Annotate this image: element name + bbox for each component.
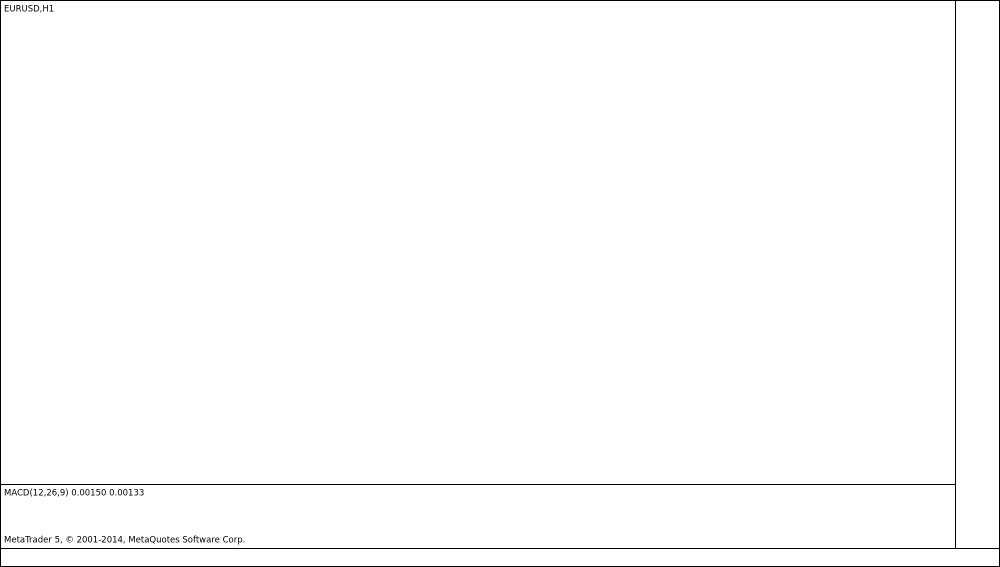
indicator-title: MACD(12,26,9) 0.00150 0.00133 [4, 489, 144, 499]
symbol-title: EURUSD,H1 [4, 5, 54, 15]
copyright: MetaTrader 5, © 2001-2014, MetaQuotes So… [4, 536, 245, 546]
